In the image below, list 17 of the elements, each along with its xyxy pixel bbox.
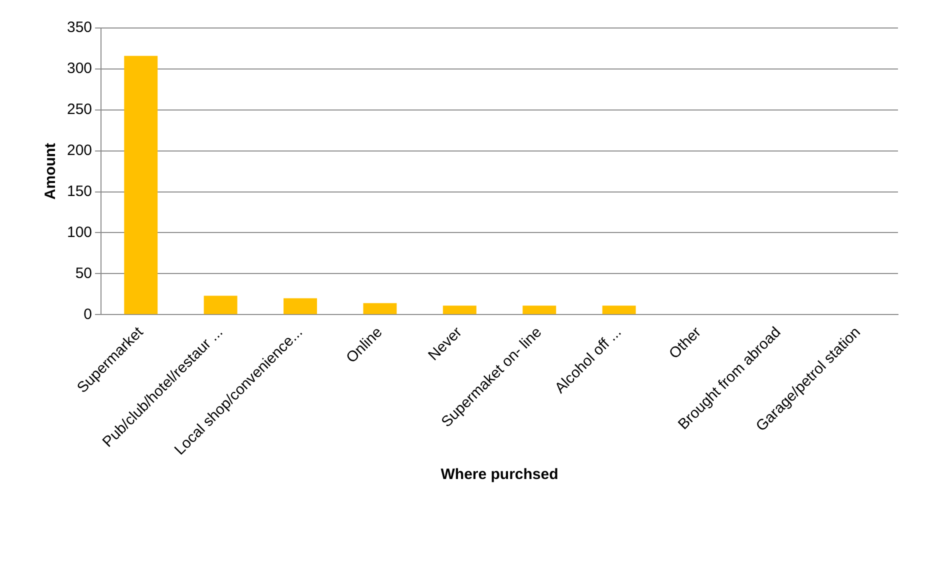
y-tick-label: 50 [75, 264, 92, 282]
y-tick-label: 200 [66, 142, 92, 159]
bar [124, 56, 158, 314]
y-tick-label: 300 [66, 60, 92, 78]
bar [204, 296, 238, 314]
y-tick-label: 100 [66, 224, 92, 241]
bar [602, 306, 636, 314]
bar [442, 306, 476, 314]
bar [284, 298, 318, 314]
y-tick-label: 0 [84, 306, 92, 323]
y-tick-label: 250 [66, 101, 92, 118]
y-tick-label: 350 [66, 19, 92, 36]
x-axis-title: Where purchsed [440, 466, 558, 484]
y-axis-title: Amount [42, 142, 60, 200]
y-tick-label: 150 [66, 182, 92, 200]
bar [522, 306, 556, 314]
bar [363, 303, 397, 314]
